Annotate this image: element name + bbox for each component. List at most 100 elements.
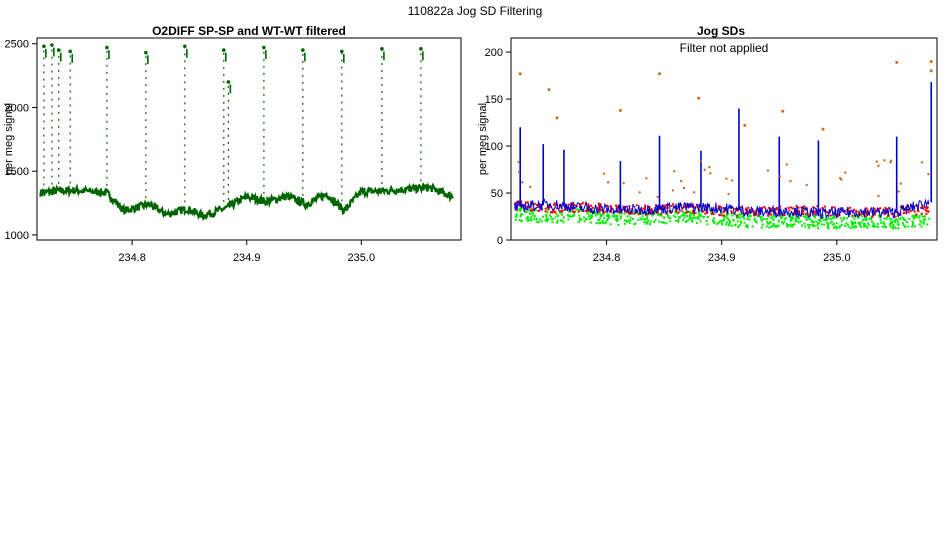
jog-point-accepted [760, 218, 763, 221]
jog-point-accepted [686, 219, 689, 222]
jog-point-accepted [807, 226, 810, 229]
jog-point-filtered [644, 204, 647, 207]
jog-point-accepted [725, 221, 728, 224]
jog-point-accepted [697, 212, 700, 215]
jog-point-accepted [533, 217, 535, 220]
y-axis-label-jog-sds: per meg signal [477, 103, 489, 175]
jog-point-accepted [550, 218, 553, 221]
jog-point-filtered [687, 210, 689, 213]
jog-point-accepted [651, 214, 654, 217]
jog-point-accepted [580, 218, 583, 221]
jog-point-accepted [551, 221, 554, 224]
jog-point-accepted [822, 219, 825, 222]
jog-outlier-point [778, 175, 782, 178]
jog-point-accepted [689, 213, 692, 216]
jog-point-filtered [599, 206, 602, 209]
jog-point-filtered [701, 210, 704, 213]
jog-point-accepted [585, 211, 588, 214]
jog-point-accepted [772, 215, 775, 218]
jog-point-accepted [833, 226, 836, 229]
jog-point-accepted [913, 217, 915, 220]
jog-point-accepted [746, 224, 749, 227]
jog-point-accepted [894, 218, 897, 221]
jog-point-accepted [874, 225, 877, 228]
jog-point-accepted [674, 219, 677, 222]
jog-point-accepted [526, 219, 529, 222]
jog-point-accepted [567, 215, 570, 218]
jog-point-accepted [901, 222, 904, 225]
o2diff-trace [39, 181, 454, 222]
jog-point-accepted [868, 217, 871, 220]
jog-point-filtered [628, 205, 631, 208]
jog-point-filtered [610, 208, 613, 211]
jog-point-accepted [519, 213, 522, 216]
jog-point-accepted [907, 225, 910, 228]
jog-point-filtered [693, 212, 696, 215]
jog-point-accepted [633, 223, 636, 226]
jog-point-accepted [692, 214, 695, 217]
y-tick-label-o2diff: 2000 [5, 102, 29, 114]
jog-point-filtered [599, 208, 602, 210]
jog-point-filtered [872, 213, 875, 216]
jog-outlier-point [920, 161, 924, 164]
jog-point-filtered [852, 208, 855, 211]
jog-point-filtered [808, 213, 810, 216]
jog-point-accepted [546, 211, 549, 214]
jog-point-accepted [554, 216, 557, 219]
jog-point-filtered [722, 214, 725, 217]
jog-point-filtered [686, 206, 689, 209]
jog-point-accepted [562, 209, 565, 211]
jog-point-accepted [613, 215, 616, 218]
jog-point-accepted [839, 224, 842, 227]
jog-point-accepted [716, 222, 719, 225]
jog-point-accepted [728, 221, 731, 224]
jog-point-accepted [815, 220, 818, 223]
jog-point-filtered [624, 209, 627, 212]
jog-point-accepted [727, 224, 730, 227]
jog-point-accepted [889, 221, 892, 224]
jog-point-accepted [924, 218, 927, 221]
jog-point-filtered [580, 203, 583, 206]
jog-point-filtered [645, 212, 648, 215]
jog-point-accepted [684, 211, 687, 214]
jog-point-accepted [827, 224, 830, 227]
jog-point-accepted [845, 222, 848, 225]
jog-point-accepted [840, 223, 843, 226]
jog-point-accepted [813, 225, 816, 227]
jog-point-accepted [629, 219, 632, 222]
jog-point-filtered [775, 213, 778, 215]
jog-point-filtered [589, 207, 592, 210]
jog-point-filtered [746, 208, 748, 211]
jog-point-accepted [739, 216, 742, 219]
jog-point-accepted [546, 220, 549, 223]
jog-point-accepted [694, 216, 697, 219]
jog-point-accepted [520, 208, 523, 210]
jog-point-filtered [894, 215, 897, 218]
jog-point-filtered [813, 210, 816, 213]
jog-point-accepted [603, 222, 606, 225]
jog-point-accepted [737, 216, 740, 218]
jog-point-accepted [646, 217, 648, 220]
jog-point-accepted [836, 226, 839, 229]
jog-point-accepted [808, 218, 811, 220]
jog-point-accepted [790, 216, 793, 219]
jog-point-accepted [783, 220, 786, 223]
jog-point-accepted [777, 224, 780, 227]
jog-point-accepted [688, 218, 691, 221]
jog-point-filtered [851, 214, 854, 217]
jog-point-accepted [647, 219, 650, 222]
jog-point-filtered [862, 212, 864, 215]
jog-point-filtered [909, 210, 912, 212]
jog-point-accepted [758, 215, 761, 218]
jog-point-accepted [899, 217, 902, 220]
jog-point-filtered [884, 208, 887, 211]
jog-point-accepted [718, 221, 721, 224]
jog-point-accepted [702, 215, 705, 218]
jog-point-accepted [727, 212, 730, 215]
jog-point-filtered [873, 213, 876, 216]
o2diff-spike-top [50, 43, 54, 47]
jog-point-filtered [552, 203, 555, 206]
jog-point-accepted [726, 213, 729, 216]
jog-point-filtered [885, 211, 888, 214]
jog-point-accepted [794, 217, 797, 220]
